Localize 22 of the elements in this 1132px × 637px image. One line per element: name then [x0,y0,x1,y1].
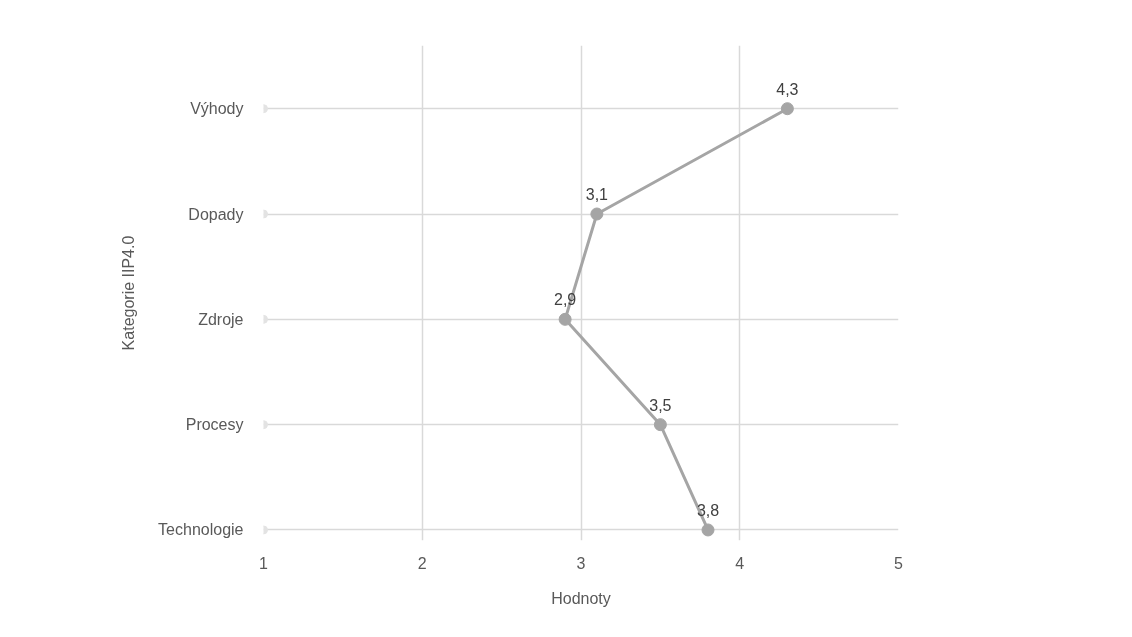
x-tick-label: 1 [259,554,269,572]
data-label: 3,1 [585,186,609,204]
y-tick-label: Zdroje [198,310,244,328]
point [701,523,715,537]
x-tick-label: 5 [894,554,904,572]
y-tick-label: Výhody [190,100,244,118]
x-tick-label: 3 [576,554,586,572]
y-axis-title: Kategorie IIP4.0 [120,235,138,351]
y-tick-label: Dopady [188,205,244,223]
x-axis-title: Hodnoty [551,589,611,607]
point [653,418,667,432]
point [780,102,794,116]
data-label: 3,8 [696,501,720,519]
x-tick-label: 4 [735,554,745,572]
x-tick-label: 2 [417,554,427,572]
point [590,207,604,221]
y-tick-label: Technologie [158,521,244,539]
data-label: 4,3 [776,80,799,98]
data-label: 3,5 [649,396,672,414]
point [558,312,572,326]
y-tick-label: Procesy [185,416,244,434]
data-label: 2,9 [554,291,577,309]
